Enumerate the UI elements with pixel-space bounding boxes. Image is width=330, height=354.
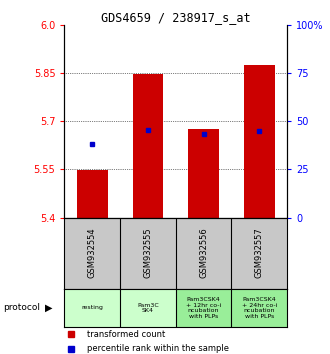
Bar — [176, 289, 231, 327]
Bar — [133, 74, 163, 218]
Text: transformed count: transformed count — [87, 330, 165, 338]
Text: GSM932554: GSM932554 — [88, 228, 97, 279]
Bar — [244, 65, 275, 218]
Bar — [77, 170, 108, 218]
Text: Pam3CSK4
+ 24hr co-i
ncubation
with PLPs: Pam3CSK4 + 24hr co-i ncubation with PLPs — [242, 297, 277, 319]
Text: GSM932556: GSM932556 — [199, 228, 208, 279]
Title: GDS4659 / 238917_s_at: GDS4659 / 238917_s_at — [101, 11, 250, 24]
Text: resting: resting — [81, 306, 103, 310]
Text: GSM932555: GSM932555 — [143, 228, 152, 279]
Text: percentile rank within the sample: percentile rank within the sample — [87, 344, 229, 353]
Bar — [120, 289, 176, 327]
Text: GSM932557: GSM932557 — [255, 228, 264, 279]
Bar — [231, 289, 287, 327]
Bar — [188, 129, 219, 218]
Text: Pam3C
SK4: Pam3C SK4 — [137, 303, 159, 313]
Text: ▶: ▶ — [45, 303, 52, 313]
Bar — [64, 289, 120, 327]
Text: protocol: protocol — [3, 303, 40, 313]
Text: Pam3CSK4
+ 12hr co-i
ncubation
with PLPs: Pam3CSK4 + 12hr co-i ncubation with PLPs — [186, 297, 221, 319]
